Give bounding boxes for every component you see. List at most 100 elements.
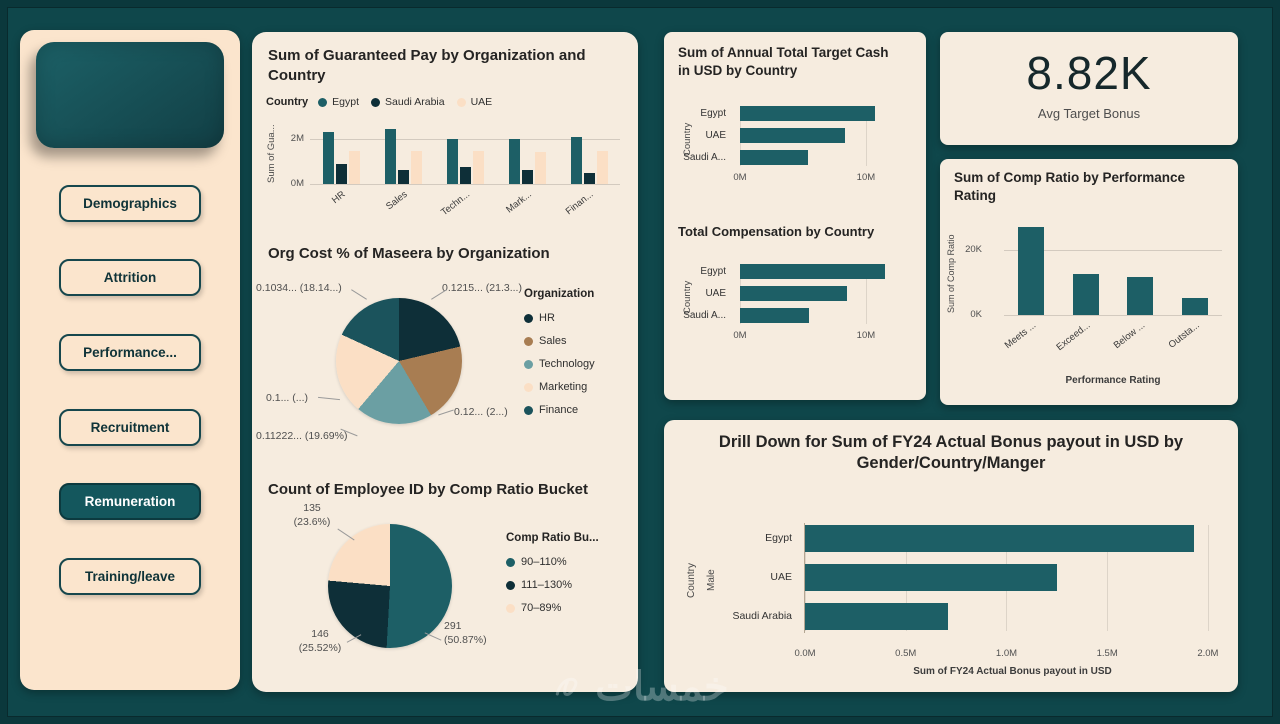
- bar-segment[interactable]: [583, 172, 595, 184]
- legend-item[interactable]: Finance: [524, 404, 595, 416]
- legend-item[interactable]: HR: [524, 312, 595, 324]
- axis-tick-label: 10M: [856, 172, 876, 183]
- legend-swatch-icon: [506, 580, 515, 590]
- legend-swatch-icon: [371, 97, 381, 107]
- category-label-text: Meets ...: [1002, 320, 1039, 352]
- legend-swatch-icon: [524, 336, 533, 346]
- legend-label: Sales: [539, 335, 567, 347]
- legend-items: Egypt Saudi Arabia UAE: [318, 96, 492, 108]
- bar-segment[interactable]: [805, 564, 1057, 591]
- axis-tick-label: 0M: [733, 172, 747, 183]
- bar-segment[interactable]: [508, 139, 520, 184]
- bar-segment[interactable]: [805, 525, 1194, 552]
- x-axis-title: Sum of FY24 Actual Bonus payout in USD: [913, 666, 1112, 677]
- bar-segment[interactable]: [1018, 226, 1045, 315]
- legend-item[interactable]: Saudi Arabia: [371, 96, 445, 108]
- legend-swatch-icon: [524, 359, 533, 369]
- bar-segment[interactable]: [740, 308, 810, 323]
- bar-segment[interactable]: [740, 128, 845, 143]
- bar-segment[interactable]: [384, 129, 396, 184]
- pie-label-value: 291: [444, 620, 462, 632]
- bar-segment[interactable]: [805, 603, 949, 630]
- leader-line: [438, 409, 454, 416]
- plot-area: [310, 126, 620, 185]
- category-labels: Egypt UAE Saudi A...: [664, 264, 734, 334]
- target-cash-card: Sum of Annual Total Target Cash in USD b…: [664, 32, 926, 400]
- bar-segment[interactable]: [459, 167, 471, 184]
- bar-segment[interactable]: [596, 150, 608, 184]
- sidebar-item-performance[interactable]: Performance...: [59, 334, 201, 371]
- x-axis-ticks: 0M 10M: [733, 330, 910, 344]
- legend-item[interactable]: 70–89%: [506, 602, 599, 614]
- legend-label: 90–110%: [521, 556, 567, 568]
- bar-segment[interactable]: [521, 169, 533, 184]
- bar-segment[interactable]: [740, 264, 885, 279]
- bar-segment[interactable]: [740, 106, 875, 121]
- sidebar-item-remuneration[interactable]: Remuneration: [59, 483, 201, 520]
- bar-segment[interactable]: [534, 151, 546, 184]
- legend-item[interactable]: 90–110%: [506, 556, 599, 568]
- pie-label-pct: (23.6%): [293, 515, 331, 528]
- bar-segment[interactable]: [740, 286, 848, 301]
- legend-item[interactable]: Egypt: [318, 96, 359, 108]
- chart-title-comp-ratio-rating: Sum of Comp Ratio by Performance Rating: [954, 170, 1186, 203]
- group-label-male: Male: [706, 569, 717, 591]
- legend-item[interactable]: 111–130%: [506, 579, 599, 591]
- legend-item[interactable]: Marketing: [524, 381, 595, 393]
- y-axis-ticks: 0M 2M: [280, 126, 306, 189]
- category-label-text: Finan...: [564, 189, 596, 218]
- axis-tick-label: 0M: [733, 330, 747, 341]
- category-label-text: Sales: [384, 189, 410, 213]
- x-axis-ticks: 0.0M 0.5M 1.0M 1.5M 2.0M: [794, 648, 1220, 662]
- category-label: Egypt: [700, 266, 726, 277]
- bar-segment[interactable]: [348, 150, 360, 184]
- sidebar-item-recruitment[interactable]: Recruitment: [59, 409, 201, 446]
- legend-title: Organization: [524, 288, 595, 300]
- gridline: [865, 106, 867, 166]
- plot-area: [740, 264, 910, 324]
- sidebar-item-demographics[interactable]: Demographics: [59, 185, 201, 222]
- leader-line: [424, 632, 442, 641]
- bar-segment[interactable]: [322, 131, 334, 184]
- category-label: Saudi Arabia: [732, 610, 792, 622]
- bar-segment[interactable]: [335, 163, 347, 184]
- legend-comp-ratio-bucket: Comp Ratio Bu... 90–110% 111–130% 70–89%: [506, 532, 599, 625]
- legend-label: 70–89%: [521, 602, 562, 614]
- org-cost-pie[interactable]: [336, 298, 462, 424]
- plot-area: [740, 106, 910, 166]
- kpi-card: 8.82K Avg Target Bonus: [940, 32, 1238, 145]
- plot-area: [805, 525, 1220, 631]
- gridline: [1207, 525, 1209, 631]
- bar-segment[interactable]: [1127, 276, 1154, 315]
- group-label-country: Country: [686, 562, 697, 598]
- bar-segment[interactable]: [410, 150, 422, 184]
- legend-swatch-icon: [524, 382, 533, 392]
- bar-segment[interactable]: [472, 150, 484, 184]
- legend-item[interactable]: UAE: [456, 96, 492, 108]
- gridline: [865, 264, 867, 324]
- legend-item[interactable]: Sales: [524, 335, 595, 347]
- category-label: UAE: [705, 288, 726, 299]
- gridline: [310, 184, 620, 185]
- bar-segment[interactable]: [1181, 298, 1208, 315]
- axis-tick-label: 1.0M: [995, 648, 1018, 659]
- bar-segment[interactable]: [570, 137, 582, 184]
- axis-tick-label: 0.0M: [794, 648, 816, 659]
- bar-segment[interactable]: [446, 139, 458, 184]
- category-label-text: Outsta...: [1166, 320, 1202, 351]
- bar-segment[interactable]: [740, 150, 808, 165]
- comp-ratio-bucket-pie[interactable]: [328, 524, 452, 648]
- category-label-text: Below ...: [1111, 320, 1148, 352]
- chart-title-target-cash: Sum of Annual Total Target Cash in USD b…: [678, 45, 889, 78]
- axis-tick-label: 20K: [965, 243, 982, 255]
- sidebar-item-attrition[interactable]: Attrition: [59, 259, 201, 296]
- legend-items: HR Sales Technology Marketing Finance: [524, 312, 595, 416]
- bar-segment[interactable]: [397, 169, 409, 184]
- sidebar-item-training-leave[interactable]: Training/leave: [59, 558, 201, 595]
- gridline: [1004, 315, 1222, 316]
- legend-item[interactable]: Technology: [524, 358, 595, 370]
- y-axis-title: Sum of Gua...: [266, 124, 277, 184]
- x-axis-categories: HR Sales Techn... Mark... Finan...: [310, 186, 620, 226]
- legend-organization: Organization HR Sales Technology Marketing F…: [524, 288, 595, 427]
- bar-segment[interactable]: [1072, 274, 1099, 315]
